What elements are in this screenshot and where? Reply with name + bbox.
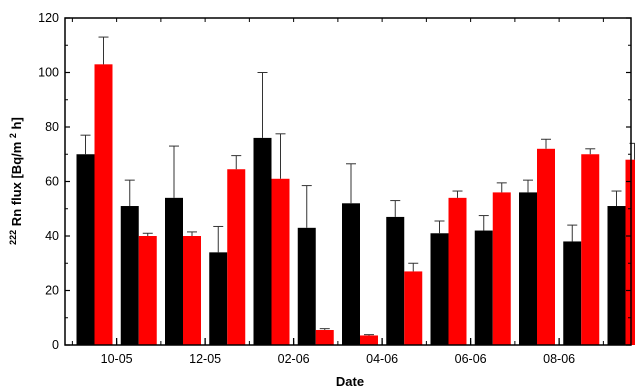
- y-axis-title-isotope: 222: [8, 230, 18, 245]
- bar-series1-6: [297, 227, 316, 345]
- y-axis-title-tail: h]: [9, 117, 24, 129]
- bars-layer: [76, 64, 635, 345]
- bar-series1-5: [253, 137, 272, 345]
- bar-series1-10: [474, 230, 493, 345]
- bar-series2-12: [581, 154, 600, 345]
- bar-series1-13: [607, 206, 626, 345]
- bar-series2-8: [404, 271, 423, 345]
- bar-series2-5: [271, 178, 290, 345]
- bar-series2-11: [537, 148, 555, 345]
- bar-series1-12: [563, 241, 582, 345]
- bar-series1-9: [430, 233, 449, 345]
- bar-series2-9: [448, 197, 467, 345]
- y-tick-label-60: 60: [45, 175, 59, 189]
- y-tick-label-40: 40: [45, 229, 59, 243]
- bar-series1-2: [120, 206, 139, 345]
- x-tick-label-3: 02-06: [278, 352, 310, 366]
- x-tick-label-2: 12-05: [189, 352, 221, 366]
- y-axis-title: 222 Rn flux [Bq/m 2 h]: [4, 117, 24, 245]
- bar-series1-3: [165, 197, 183, 345]
- y-tick-label-0: 0: [52, 338, 59, 352]
- y-tick-label-20: 20: [45, 284, 59, 298]
- y-tick-label-120: 120: [38, 11, 59, 25]
- bar-series1-8: [386, 216, 405, 345]
- x-tick-label-6: 08-06: [543, 352, 575, 366]
- axes-layer: [64, 17, 632, 346]
- tick-labels-layer: 0 20 40 60 80 100 120 10-05 12-05 02-06 04-06 06-06…: [38, 11, 575, 366]
- bar-series1-1: [76, 154, 95, 345]
- y-axis-title-exponent: 2: [8, 133, 18, 138]
- bar-series2-4: [227, 169, 246, 345]
- y-tick-label-80: 80: [45, 120, 59, 134]
- bar-series1-4: [209, 252, 228, 345]
- x-tick-label-1: 10-05: [101, 352, 133, 366]
- y-tick-label-100: 100: [38, 66, 59, 80]
- x-axis-title: Date: [336, 374, 364, 388]
- bar-series2-2: [138, 236, 157, 345]
- bar-series2-6: [315, 330, 334, 345]
- bar-series1-7: [342, 203, 360, 345]
- x-tick-label-4: 04-06: [366, 352, 398, 366]
- bar-series2-7: [360, 335, 378, 345]
- bar-series2-1: [94, 64, 113, 345]
- y-axis-title-main: Rn flux [Bq/m: [9, 142, 24, 227]
- bar-series1-11: [519, 192, 537, 345]
- x-tick-label-5: 06-06: [455, 352, 487, 366]
- bar-series2-10: [492, 192, 511, 345]
- bar-series2-3: [183, 236, 201, 345]
